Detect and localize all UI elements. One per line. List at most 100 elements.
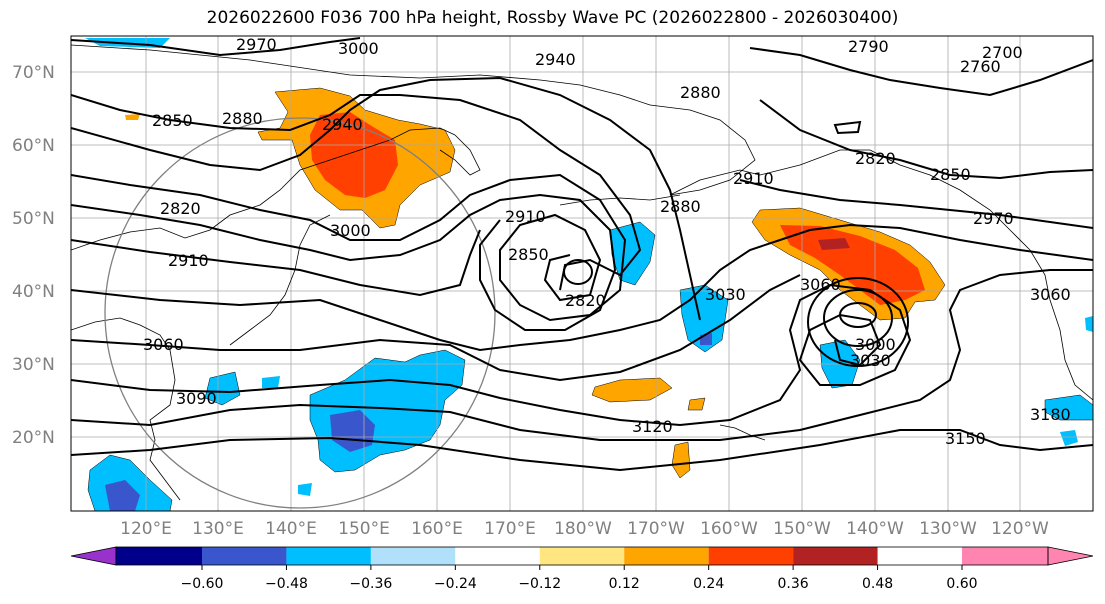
colorbar-tick-label: −0.36 — [349, 576, 392, 592]
lon-label: 150°W — [773, 519, 831, 539]
contour-label: 2820 — [160, 199, 201, 218]
colorbar: −0.60 −0.48 −0.36 −0.24 −0.12 0.12 0.24 0.36 0.4… — [70, 546, 1094, 592]
negative-anomaly-patch — [1044, 394, 1093, 421]
colorbar-tick-label: 0.48 — [862, 576, 893, 592]
contour-line — [71, 76, 701, 321]
contour-label: 2880 — [680, 83, 721, 102]
contour-label: 3000 — [330, 221, 371, 240]
lon-label: 120°E — [120, 519, 172, 539]
lon-label: 160°E — [411, 519, 463, 539]
lon-label: 170°W — [627, 519, 685, 539]
coastlines — [71, 44, 1093, 501]
contour-label: 2910 — [733, 169, 774, 188]
colorbar-tick-label: 0.36 — [778, 576, 809, 592]
contour-label: 3030 — [705, 285, 746, 304]
longitude-labels: 120°E 130°E 140°E 150°E 160°E 170°E 180°… — [120, 519, 1049, 539]
colorbar-tick-label: −0.60 — [181, 576, 224, 592]
colorbar-tick-label: −0.12 — [518, 576, 561, 592]
negative-anomaly-patch — [679, 284, 729, 353]
contour-line — [71, 269, 1093, 441]
contour-line — [823, 289, 893, 347]
coastline-korea-china — [71, 317, 181, 501]
colorbar-extend-max — [1047, 546, 1094, 566]
coastline-asia — [71, 127, 456, 251]
lon-label: 130°E — [192, 519, 244, 539]
colorbar-tick-label: −0.48 — [265, 576, 308, 592]
negative-anomaly-patch — [1060, 430, 1078, 446]
colorbar-segment — [708, 547, 794, 565]
contour-label: 2850 — [930, 165, 971, 184]
lon-label: 140°E — [265, 519, 317, 539]
contour-line — [833, 120, 862, 135]
contour-line — [71, 173, 627, 322]
height-contours — [71, 37, 1093, 472]
negative-anomaly-patch — [609, 221, 656, 286]
contour-label: 3090 — [176, 389, 217, 408]
lon-label: 170°E — [484, 519, 536, 539]
coastline-kamchatka — [439, 134, 481, 176]
contour-label: 3120 — [632, 417, 673, 436]
contour-label: 2940 — [322, 115, 363, 134]
contour-labels: 2970 3000 2940 2790 2700 2760 2880 2850 … — [143, 35, 1071, 448]
contour-label: 3030 — [850, 351, 891, 370]
contour-label: 3060 — [1030, 285, 1071, 304]
contour-label: 2820 — [855, 149, 896, 168]
contour-line — [749, 47, 1093, 97]
lat-label: 20°N — [12, 428, 55, 448]
lat-label: 30°N — [12, 355, 55, 375]
positive-anomaly-max — [818, 238, 850, 250]
contour-label: 2910 — [505, 207, 546, 226]
colorbar-segment — [793, 547, 878, 565]
lat-label: 50°N — [12, 209, 55, 229]
negative-anomaly-patch — [204, 371, 241, 406]
lon-label: 120°W — [991, 519, 1049, 539]
coastline-alaska — [649, 104, 1031, 251]
contour-label: 2850 — [152, 111, 193, 130]
aleutian-islands — [559, 194, 681, 206]
colorbar-tick-label: 0.24 — [693, 576, 724, 592]
coastline-north-america — [1029, 249, 1093, 401]
positive-anomaly-patch — [687, 397, 706, 411]
lon-label: 150°E — [338, 519, 390, 539]
contour-label: 3000 — [855, 335, 896, 354]
contour-label: 2970 — [236, 35, 277, 54]
contour-label: 2850 — [508, 245, 549, 264]
coastline-siberia — [71, 44, 651, 106]
contour-label: 2880 — [222, 109, 263, 128]
contour-label: 2700 — [982, 43, 1023, 62]
positive-anomaly-patch — [671, 441, 691, 479]
colorbar-segment — [962, 547, 1048, 565]
contour-label: 2970 — [973, 209, 1014, 228]
contour-line — [563, 259, 593, 285]
contour-line — [839, 302, 877, 328]
negative-anomaly-south-china-sea-core — [105, 480, 140, 511]
lon-label: 140°W — [846, 519, 904, 539]
colorbar-segment — [370, 547, 456, 565]
positive-anomaly-patch — [125, 114, 140, 120]
colorbar-segment — [116, 547, 202, 565]
contour-label: 3150 — [945, 429, 986, 448]
contour-line — [71, 193, 617, 331]
lat-label: 60°N — [12, 136, 55, 156]
colorbar-tick-label: 0.12 — [609, 576, 640, 592]
negative-anomaly-patch — [298, 483, 312, 496]
coastline-japan — [229, 214, 331, 346]
positive-anomaly-patch — [591, 377, 673, 403]
contour-label: 3060 — [800, 275, 841, 294]
contour-label: 2820 — [565, 291, 606, 310]
contour-label: 2940 — [535, 50, 576, 69]
lat-label: 40°N — [12, 282, 55, 302]
contour-line — [807, 277, 909, 367]
contour-label: 2760 — [960, 57, 1001, 76]
contour-line — [71, 223, 1093, 352]
contour-line — [71, 283, 912, 427]
contour-label: 2790 — [848, 37, 889, 56]
chart-title: 2026022600 F036 700 hPa height, Rossby W… — [206, 8, 899, 28]
colorbar-extend-min — [70, 546, 117, 566]
contour-label: 2910 — [168, 251, 209, 270]
colorbar-segment — [624, 547, 709, 565]
lon-label: 130°W — [919, 519, 977, 539]
contour-label: 3060 — [143, 335, 184, 354]
contour-label: 3180 — [1030, 405, 1071, 424]
colorbar-frame — [115, 546, 1049, 566]
